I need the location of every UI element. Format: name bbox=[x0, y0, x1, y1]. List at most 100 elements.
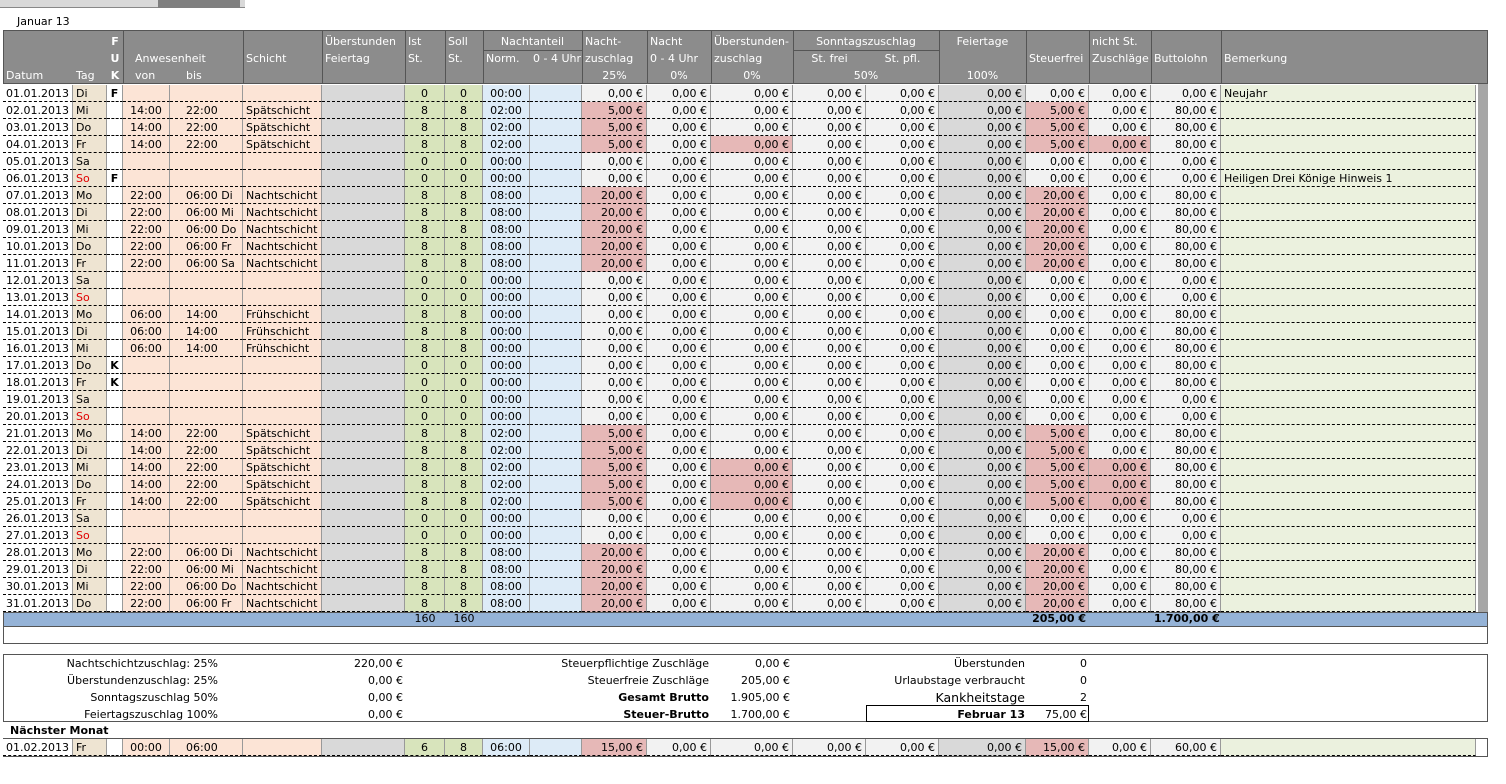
cell: 0,00 € bbox=[939, 272, 1026, 289]
cell: 0,00 € bbox=[939, 323, 1026, 340]
cell: 0,00 € bbox=[866, 170, 939, 187]
cell: 0,00 € bbox=[1151, 153, 1221, 170]
cell: 27.01.2013 bbox=[3, 527, 73, 544]
cell: 0,00 € bbox=[582, 306, 647, 323]
cell: 0,00 € bbox=[1089, 272, 1151, 289]
cell: 22:00 bbox=[123, 595, 170, 612]
cell: 8 bbox=[405, 595, 445, 612]
cell: Spätschicht bbox=[243, 136, 322, 153]
cell bbox=[243, 85, 322, 102]
cell: 0,00 € bbox=[582, 153, 647, 170]
cell: 0,00 € bbox=[1089, 739, 1151, 756]
cell: 8 bbox=[405, 238, 445, 255]
cell: 80,00 € bbox=[1151, 493, 1221, 510]
cell: 0,00 € bbox=[1026, 85, 1089, 102]
cell: 0,00 € bbox=[1151, 391, 1221, 408]
cell: 0 bbox=[405, 289, 445, 306]
cell bbox=[322, 272, 405, 289]
cell: 8 bbox=[445, 459, 483, 476]
cell: 0,00 € bbox=[793, 255, 866, 272]
cell bbox=[322, 153, 405, 170]
cell bbox=[322, 204, 405, 221]
cell: Nachtschicht bbox=[243, 578, 322, 595]
cell: 0,00 € bbox=[1026, 391, 1089, 408]
cell: 5,00 € bbox=[582, 425, 647, 442]
cell: 20,00 € bbox=[1026, 187, 1089, 204]
column-header: nicht St. bbox=[1092, 35, 1138, 48]
cell: 19.01.2013 bbox=[3, 391, 73, 408]
cell: 0,00 € bbox=[793, 510, 866, 527]
cell: 0,00 € bbox=[1089, 391, 1151, 408]
cell: 0,00 € bbox=[793, 238, 866, 255]
cell: 5,00 € bbox=[582, 459, 647, 476]
cell bbox=[1221, 476, 1476, 493]
cell: 0,00 € bbox=[793, 170, 866, 187]
cell bbox=[530, 85, 582, 102]
cell: 0 bbox=[405, 85, 445, 102]
cell: 80,00 € bbox=[1151, 544, 1221, 561]
cell: 0,00 € bbox=[1026, 306, 1089, 323]
cell: 00:00 bbox=[483, 272, 530, 289]
cell bbox=[530, 306, 582, 323]
cell: 0,00 € bbox=[1089, 510, 1151, 527]
cell: 0,00 € bbox=[647, 323, 711, 340]
cell: 5,00 € bbox=[582, 102, 647, 119]
cell: 08:00 bbox=[483, 187, 530, 204]
cell bbox=[243, 374, 322, 391]
cell bbox=[170, 527, 243, 544]
active-tab[interactable] bbox=[158, 0, 240, 8]
cell: 0,00 € bbox=[866, 153, 939, 170]
cell: 22:00 bbox=[170, 102, 243, 119]
cell: 07.01.2013 bbox=[3, 187, 73, 204]
cell: 5,00 € bbox=[1026, 119, 1089, 136]
cell: 0,00 € bbox=[939, 289, 1026, 306]
column-header: St. bbox=[448, 52, 463, 65]
cell bbox=[170, 357, 243, 374]
column-header: Datum bbox=[6, 69, 44, 82]
cell: Spätschicht bbox=[243, 119, 322, 136]
cell: 5,00 € bbox=[582, 493, 647, 510]
cell: 06:00 Mi bbox=[170, 204, 243, 221]
cell: 0,00 € bbox=[647, 170, 711, 187]
cell: 0,00 € bbox=[939, 476, 1026, 493]
cell: Mo bbox=[73, 306, 107, 323]
cell: 0,00 € bbox=[1089, 306, 1151, 323]
cell: 02:00 bbox=[483, 119, 530, 136]
summary-value: 220,00 € bbox=[354, 657, 403, 670]
cell bbox=[107, 561, 123, 578]
header-divider bbox=[243, 30, 244, 84]
cell: 08:00 bbox=[483, 544, 530, 561]
cell: Spätschicht bbox=[243, 102, 322, 119]
column-header: Zuschläge bbox=[1092, 52, 1149, 65]
cell: 0,00 € bbox=[1089, 408, 1151, 425]
cell: 06:00 Do bbox=[170, 221, 243, 238]
cell: 0,00 € bbox=[647, 238, 711, 255]
summary-label: Sonntagszuschlag 50% bbox=[90, 691, 218, 704]
cell: 14:00 bbox=[170, 306, 243, 323]
cell: 0 bbox=[445, 510, 483, 527]
cell bbox=[322, 357, 405, 374]
cell: 0,00 € bbox=[1151, 170, 1221, 187]
cell: 0,00 € bbox=[647, 357, 711, 374]
cell bbox=[530, 102, 582, 119]
cell: 0,00 € bbox=[939, 739, 1026, 756]
cell: 0,00 € bbox=[793, 391, 866, 408]
cell: 20,00 € bbox=[582, 578, 647, 595]
header-divider bbox=[1151, 30, 1152, 84]
cell: Nachtschicht bbox=[243, 238, 322, 255]
cell bbox=[107, 119, 123, 136]
cell bbox=[322, 476, 405, 493]
cell: 06:00 bbox=[483, 739, 530, 756]
sheet-tabs[interactable] bbox=[0, 0, 245, 8]
cell: Fr bbox=[73, 739, 107, 756]
cell: 8 bbox=[405, 561, 445, 578]
cell: 14:00 bbox=[123, 459, 170, 476]
cell: 0,00 € bbox=[1026, 408, 1089, 425]
cell: 0,00 € bbox=[866, 595, 939, 612]
cell: 0,00 € bbox=[647, 510, 711, 527]
cell: 00:00 bbox=[483, 527, 530, 544]
cell bbox=[1221, 204, 1476, 221]
cell: Fr bbox=[73, 255, 107, 272]
cell bbox=[1221, 153, 1476, 170]
cell: 08:00 bbox=[483, 561, 530, 578]
